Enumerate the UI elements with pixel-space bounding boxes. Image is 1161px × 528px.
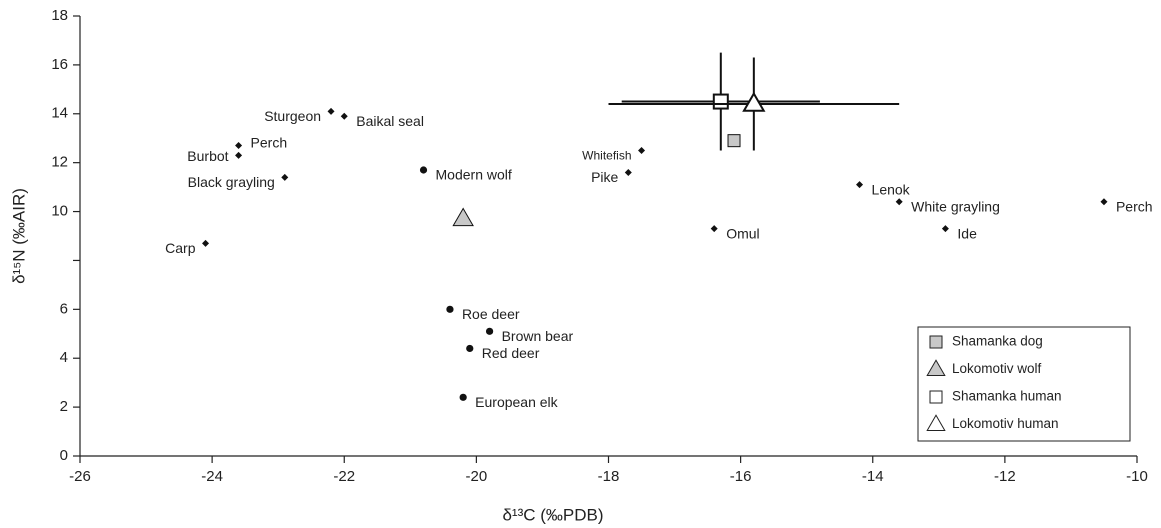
data-point [638,146,646,154]
point-label: Red deer [482,345,540,361]
y-tick-label: 4 [60,349,68,366]
legend-marker [926,414,946,431]
y-tick-label: 0 [60,447,68,464]
point-label: Whitefish [582,149,631,163]
y-axis-label: δ¹⁵N (‰AIR) [9,188,28,284]
point-label: Baikal seal [356,113,424,129]
legend-marker [926,359,946,376]
x-tick-label: -26 [69,468,91,485]
data-point [235,151,243,159]
point-label: Pike [591,169,618,185]
y-tick-label: 14 [51,105,68,122]
legend-marker [929,335,943,349]
x-axis-label: δ¹³C (‰PDB) [502,505,603,524]
data-point [281,173,289,181]
point-label: Burbot [187,148,228,164]
data-point [624,168,632,176]
point-label: Sturgeon [264,108,321,124]
data-point [459,393,467,401]
x-tick-label: -24 [201,468,223,485]
data-point [202,239,210,247]
series-point [452,207,474,227]
point-label: Perch [1116,198,1153,214]
data-point [466,344,474,353]
data-point [1100,198,1108,206]
point-label: European elk [475,394,559,410]
y-tick-label: 12 [51,154,68,171]
point-label: Brown bear [502,328,574,344]
legend-box [917,326,1131,442]
x-tick-label: -10 [1126,468,1148,485]
x-tick-label: -16 [730,468,752,485]
data-point [895,198,903,206]
x-tick-label: -20 [466,468,488,485]
legend-marker [929,390,943,404]
y-tick-label: 2 [60,398,68,415]
point-label: Ide [957,225,977,241]
legend-label: Shamanka dog [952,334,1043,349]
data-point [710,225,718,233]
series-point [712,93,729,110]
legend-label: Lokomotiv human [952,416,1059,431]
y-tick-label: 6 [60,300,68,317]
point-label: Carp [165,240,196,256]
data-point [446,305,454,313]
point-label: Roe deer [462,306,520,322]
x-tick-label: -22 [333,468,355,485]
x-tick-label: -18 [598,468,620,485]
point-label: Omul [726,225,759,241]
data-point [340,112,348,120]
series-point [742,91,766,112]
legend-label: Lokomotiv wolf [952,361,1042,376]
data-point [327,107,335,115]
point-label: Lenok [872,181,911,197]
data-point [856,181,864,189]
point-label: Modern wolf [436,167,512,183]
series-point [727,134,741,148]
data-point [419,166,428,174]
data-point [485,327,494,335]
y-tick-label: 16 [51,56,68,73]
point-label: Perch [251,134,288,150]
point-label: Black grayling [188,174,275,190]
y-tick-label: 18 [51,7,68,24]
data-point [235,142,243,150]
y-tick-label: 10 [51,203,68,220]
point-label: White grayling [911,198,1000,214]
data-point [941,225,949,233]
x-tick-label: -14 [862,468,884,485]
legend-label: Shamanka human [952,389,1062,404]
x-tick-label: -12 [994,468,1016,485]
